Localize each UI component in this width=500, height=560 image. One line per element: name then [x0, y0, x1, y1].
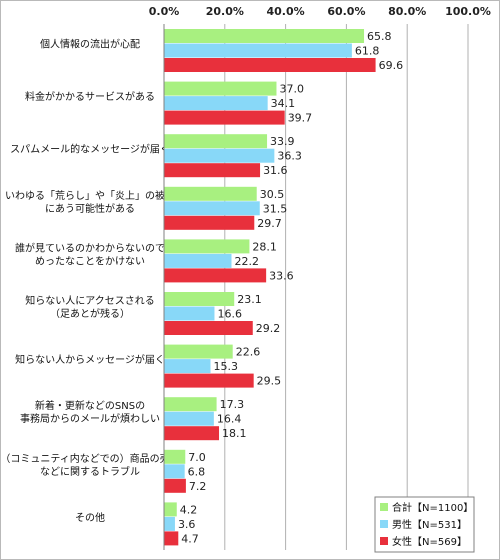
data-label: 16.6	[217, 308, 242, 321]
legend-label: 合計【N=1100】	[392, 501, 473, 514]
bar	[164, 110, 285, 125]
bar	[164, 215, 255, 230]
category-label: にあう可能性がある	[45, 202, 135, 215]
data-label: 7.0	[188, 451, 206, 464]
data-label: 22.2	[234, 255, 259, 268]
bar	[164, 411, 214, 426]
bar	[164, 344, 233, 359]
data-label: 6.8	[188, 465, 206, 478]
category-label: 事務局からのメールが煩わしい	[20, 412, 160, 425]
bar	[164, 449, 186, 464]
category-label: 知らない人からメッセージが届く	[15, 353, 165, 366]
bar	[164, 148, 275, 163]
data-label: 29.5	[257, 375, 282, 388]
data-label: 30.5	[260, 188, 285, 201]
bar	[164, 321, 253, 335]
data-label: 16.4	[217, 413, 242, 426]
bar	[164, 29, 365, 43]
legend-swatch	[380, 537, 388, 545]
bar	[164, 516, 175, 531]
category-label: 個人情報の流出が心配	[40, 38, 140, 51]
data-label: 18.1	[222, 427, 247, 440]
data-label: 39.7	[288, 112, 313, 125]
bar	[164, 134, 268, 149]
data-label: 29.2	[256, 322, 281, 335]
data-label: 37.0	[279, 83, 304, 96]
x-tick-label: 60.0%	[327, 5, 365, 18]
bar	[164, 201, 260, 216]
bar	[164, 96, 268, 111]
category-label: 新着・更新などのSNSの	[35, 399, 145, 412]
bar	[164, 239, 250, 254]
category-label: （コミュニティ内などでの）商品の売買	[0, 452, 179, 465]
data-label: 7.2	[189, 480, 207, 493]
legend-swatch	[380, 503, 388, 511]
data-label: 17.3	[220, 398, 245, 411]
bar	[164, 531, 179, 546]
data-label: 4.2	[180, 503, 198, 516]
data-label: 28.1	[252, 240, 277, 253]
data-label: 23.1	[237, 293, 262, 306]
category-label: （足あとが残る）	[50, 307, 130, 320]
legend-box	[374, 496, 475, 553]
bar	[164, 43, 352, 58]
x-tick-label: 40.0%	[267, 5, 305, 18]
bar	[164, 81, 277, 96]
x-tick-label: 20.0%	[206, 5, 244, 18]
x-tick-label: 0.0%	[149, 5, 180, 18]
data-label: 34.1	[271, 97, 296, 110]
bar	[164, 163, 261, 178]
bar	[164, 292, 235, 306]
data-label: 3.6	[178, 518, 196, 531]
data-label: 61.8	[355, 45, 380, 58]
data-label: 31.6	[263, 164, 288, 177]
x-tick-label: 80.0%	[388, 5, 426, 18]
category-label: めったなことをかけない	[35, 255, 145, 267]
bar	[164, 373, 254, 388]
category-label: 知らない人にアクセスされる	[25, 294, 155, 307]
bar	[164, 186, 257, 201]
category-label: スパムメール的なメッセージが届く	[10, 143, 170, 156]
data-label: 31.5	[263, 202, 288, 215]
data-label: 33.6	[269, 269, 294, 282]
category-label: その他	[75, 511, 105, 524]
bar	[164, 306, 215, 321]
data-label: 33.9	[270, 135, 295, 148]
category-label: いわゆる「荒らし」や「炎上」の被害	[5, 189, 175, 202]
x-tick-label: 100.0%	[445, 5, 491, 18]
data-label: 15.3	[214, 360, 239, 373]
data-label: 22.6	[236, 346, 260, 359]
data-label: 29.7	[257, 217, 282, 230]
category-label: 誰が見ているのかわからないので	[15, 241, 165, 254]
data-label: 69.6	[379, 59, 404, 72]
bar	[164, 502, 177, 517]
bar	[164, 58, 376, 72]
legend-label: 男性【N=531】	[392, 518, 467, 531]
bar	[164, 426, 220, 441]
legend-swatch	[380, 520, 388, 528]
bar	[164, 464, 185, 479]
data-label: 4.7	[181, 532, 199, 545]
data-label: 65.8	[367, 30, 392, 43]
bar	[164, 397, 217, 412]
legend-label: 女性【N=569】	[392, 535, 467, 548]
bar	[164, 359, 211, 374]
bar	[164, 253, 232, 268]
bar	[164, 478, 186, 493]
bar	[164, 268, 267, 283]
data-label: 36.3	[277, 150, 302, 163]
category-label: 料金がかかるサービスがある	[25, 90, 155, 103]
category-label: などに関するトラブル	[40, 465, 140, 478]
